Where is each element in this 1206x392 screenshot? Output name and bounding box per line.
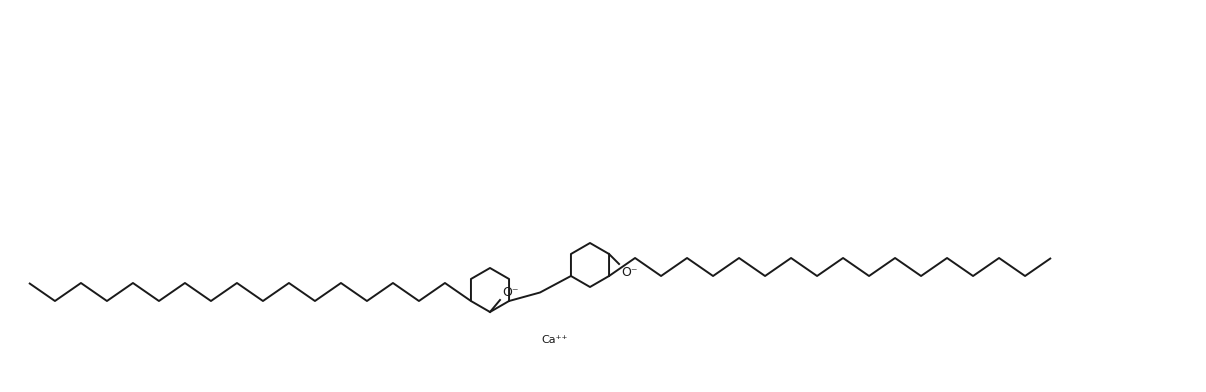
- Text: O⁻: O⁻: [621, 266, 638, 279]
- Text: Ca⁺⁺: Ca⁺⁺: [541, 335, 568, 345]
- Text: O⁻: O⁻: [502, 286, 519, 299]
